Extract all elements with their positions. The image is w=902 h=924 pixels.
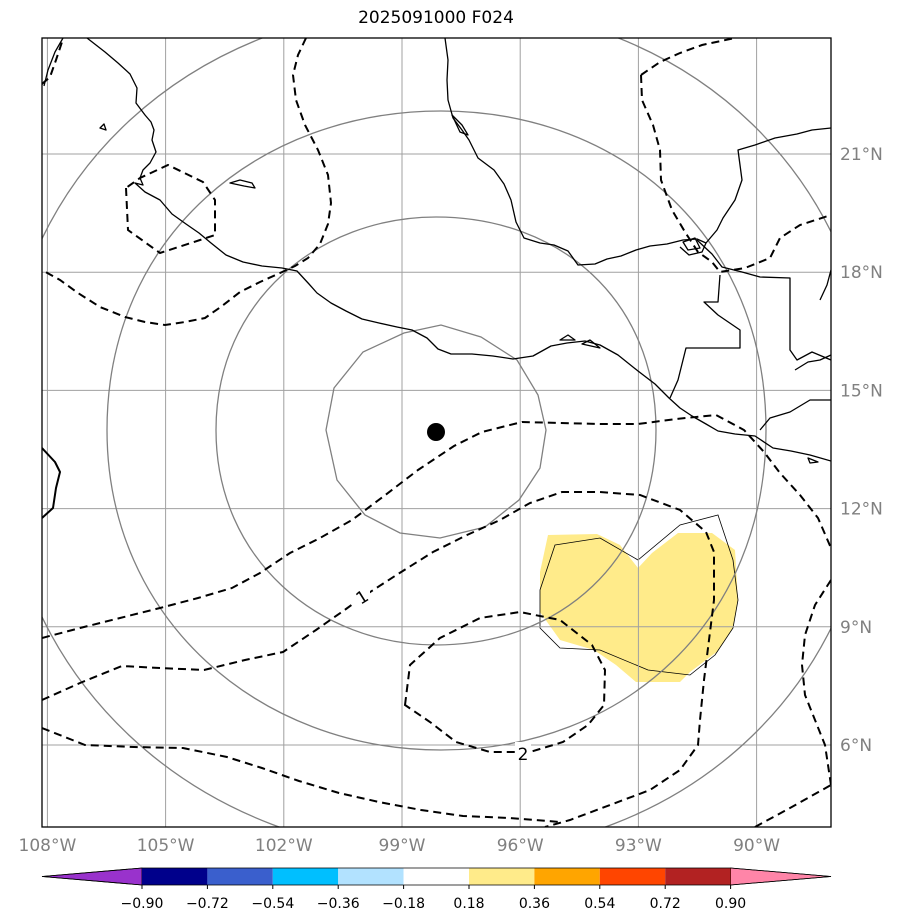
colorbar-max-extend: [730, 867, 832, 886]
lat-tick-label: 15°N: [840, 381, 883, 401]
colorbar-tick-label: −0.18: [382, 896, 425, 912]
dashed-contours: [42, 38, 831, 827]
colorbar-tick-label: 0.54: [584, 896, 615, 912]
colorbar-tick-label: 0.36: [519, 896, 550, 912]
colorbar-tick-label: 0.72: [650, 896, 681, 912]
colorbar-segment: [599, 868, 666, 885]
lat-tick-label: 21°N: [840, 145, 883, 165]
lon-tick-label: 102°W: [255, 836, 313, 856]
colorbar-segment: [665, 868, 731, 885]
contour-label-2: 2: [518, 745, 529, 765]
colorbar-tick-label: 0.18: [453, 896, 484, 912]
colorbar-tick-label: −0.72: [186, 896, 229, 912]
lon-tick-label: 96°W: [497, 836, 544, 856]
colorbar-segment: [338, 868, 404, 885]
colorbar-segment: [534, 868, 600, 885]
map-title: 2025091000 F024: [358, 8, 514, 28]
colorbar-segment: [272, 868, 339, 885]
region-outline: [539, 514, 739, 676]
map-frame: [41, 37, 832, 828]
longitude-labels: 108°W 105°W 102°W 99°W 96°W 93°W 90°W: [19, 836, 781, 856]
latitude-labels: 6°N 9°N 12°N 15°N 18°N 21°N: [840, 145, 883, 756]
lon-tick-label: 108°W: [19, 836, 77, 856]
lat-tick-label: 9°N: [840, 618, 872, 638]
lon-tick-label: 99°W: [379, 836, 426, 856]
lat-tick-label: 6°N: [840, 736, 872, 756]
contour-label-bg: [515, 742, 531, 760]
coastlines: [42, 38, 831, 519]
lon-tick-label: 90°W: [733, 836, 780, 856]
range-rings: [42, 38, 831, 827]
colorbar-tick-label: −0.54: [251, 896, 294, 912]
colorbar-segment: [469, 868, 535, 885]
lat-tick-label: 12°N: [840, 500, 883, 520]
colorbar-tick-label: −0.36: [317, 896, 360, 912]
lon-tick-label: 105°W: [137, 836, 195, 856]
colorbar-tick-label: 0.90: [715, 896, 746, 912]
storm-center-marker: [427, 423, 445, 441]
colorbar-tick-label: −0.90: [121, 896, 164, 912]
colorbar-segment: [207, 868, 273, 885]
lat-tick-label: 18°N: [840, 263, 883, 283]
colorbar-segment: [403, 868, 469, 885]
colorbar-segment: [142, 868, 208, 885]
graticule: [42, 38, 831, 827]
contour-label-bg: [354, 588, 370, 606]
colorbar-min-extend: [41, 867, 143, 886]
colorbar: −0.90 −0.72 −0.54 −0.36 −0.18 0.18 0.36 0.54 0.7…: [41, 867, 832, 912]
lon-tick-label: 93°W: [615, 836, 662, 856]
